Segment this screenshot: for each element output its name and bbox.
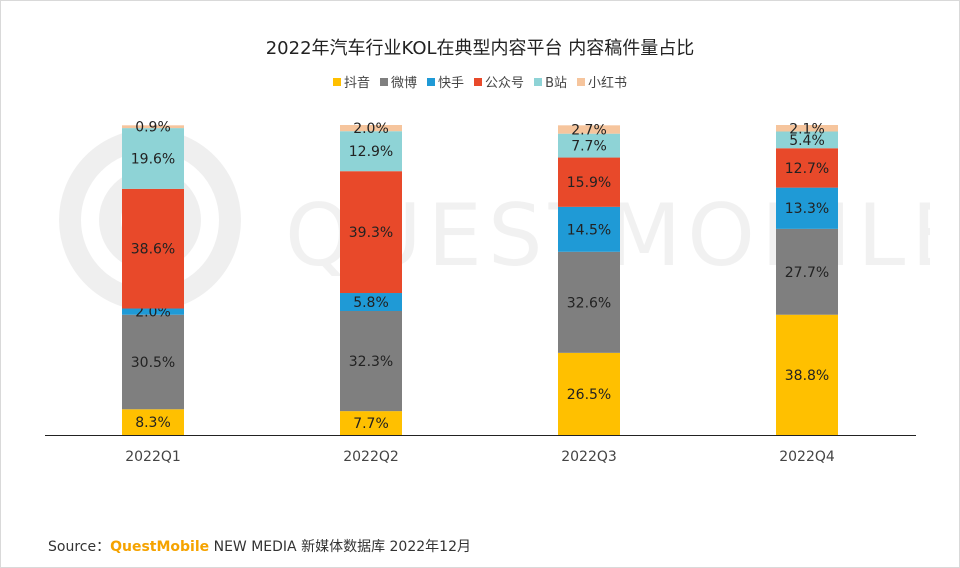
data-label: 5.4% bbox=[789, 133, 825, 149]
bar-segment bbox=[776, 187, 838, 229]
x-tick-label: 2022Q4 bbox=[779, 449, 835, 465]
data-label: 8.3% bbox=[135, 415, 171, 431]
data-label: 0.9% bbox=[135, 120, 171, 136]
data-label: 15.9% bbox=[567, 175, 611, 191]
legend-item: B站 bbox=[534, 72, 567, 91]
bar-segment bbox=[558, 352, 620, 435]
bar-segment bbox=[122, 409, 184, 435]
data-label: 30.5% bbox=[131, 355, 175, 371]
data-label: 5.8% bbox=[353, 295, 389, 311]
data-label: 38.8% bbox=[785, 368, 829, 384]
legend-label: 小红书 bbox=[587, 76, 627, 91]
data-label: 12.9% bbox=[349, 144, 393, 160]
bar-segment bbox=[340, 131, 402, 172]
legend-swatch bbox=[534, 77, 543, 86]
x-tick-label: 2022Q3 bbox=[561, 449, 617, 465]
bar-segment bbox=[776, 314, 838, 435]
legend-label: 快手 bbox=[438, 76, 465, 91]
x-tick-label: 2022Q1 bbox=[125, 449, 181, 465]
legend-label: 抖音 bbox=[344, 76, 371, 91]
bar-segment bbox=[122, 308, 184, 315]
legend-swatch bbox=[380, 77, 389, 86]
data-label: 2.1% bbox=[789, 121, 825, 137]
data-label: 38.6% bbox=[131, 242, 175, 258]
bar-segment bbox=[340, 411, 402, 435]
x-tick-label: 2022Q2 bbox=[343, 449, 399, 465]
legend-item: 抖音 bbox=[333, 72, 370, 91]
legend-item: 公众号 bbox=[474, 72, 524, 91]
bar-segment bbox=[558, 157, 620, 207]
chart-legend: 抖音 微博 快手 公众号 B站 小红书 bbox=[0, 72, 960, 91]
data-label: 26.5% bbox=[567, 387, 611, 403]
legend-swatch bbox=[333, 77, 341, 86]
legend-item: 快手 bbox=[427, 72, 464, 91]
bar-segment bbox=[122, 314, 184, 410]
bar-segment bbox=[558, 251, 620, 353]
source-note: Source：QuestMobile NEW MEDIA 新媒体数据库 2022… bbox=[48, 536, 471, 556]
legend-swatch bbox=[474, 77, 483, 86]
data-label: 39.3% bbox=[349, 225, 393, 241]
bar-segment bbox=[340, 293, 402, 311]
bar-segment bbox=[776, 131, 838, 149]
data-label: 2.0% bbox=[353, 121, 389, 137]
data-label: 32.3% bbox=[349, 354, 393, 370]
data-label: 14.5% bbox=[567, 222, 611, 238]
legend-swatch bbox=[576, 77, 585, 86]
data-label: 13.3% bbox=[785, 201, 829, 217]
data-label: 27.7% bbox=[785, 265, 829, 281]
bar-segment bbox=[776, 228, 838, 315]
source-prefix: Source： bbox=[48, 539, 111, 555]
bar-segment bbox=[776, 148, 838, 188]
bar-segment bbox=[558, 125, 620, 134]
source-brand: QuestMobile bbox=[110, 539, 210, 555]
bar-segment bbox=[340, 125, 402, 132]
bar-segment bbox=[558, 206, 620, 252]
source-rest: NEW MEDIA 新媒体数据库 2022年12月 bbox=[209, 539, 471, 555]
legend-item: 小红书 bbox=[576, 72, 627, 91]
bar-segment bbox=[122, 188, 184, 309]
bar-segment bbox=[558, 133, 620, 158]
data-label: 12.7% bbox=[785, 161, 829, 177]
data-label: 7.7% bbox=[571, 139, 607, 155]
bar-segment bbox=[340, 171, 402, 294]
chart-title: 2022年汽车行业KOL在典型内容平台 内容稿件量占比 bbox=[265, 38, 695, 59]
data-label: 2.0% bbox=[135, 305, 171, 321]
data-label: 2.7% bbox=[571, 122, 607, 138]
legend-swatch bbox=[427, 77, 436, 86]
legend-label: 公众号 bbox=[485, 76, 525, 91]
bar-segment bbox=[776, 125, 838, 132]
legend-item: 微博 bbox=[380, 72, 417, 91]
legend-label: 微博 bbox=[391, 76, 418, 91]
data-label: 32.6% bbox=[567, 295, 611, 311]
data-label: 19.6% bbox=[131, 151, 175, 167]
bar-segment bbox=[340, 311, 402, 412]
legend-label: B站 bbox=[545, 76, 567, 91]
bar-segment bbox=[122, 125, 184, 129]
bar-segment bbox=[122, 128, 184, 189]
data-label: 7.7% bbox=[353, 416, 389, 432]
